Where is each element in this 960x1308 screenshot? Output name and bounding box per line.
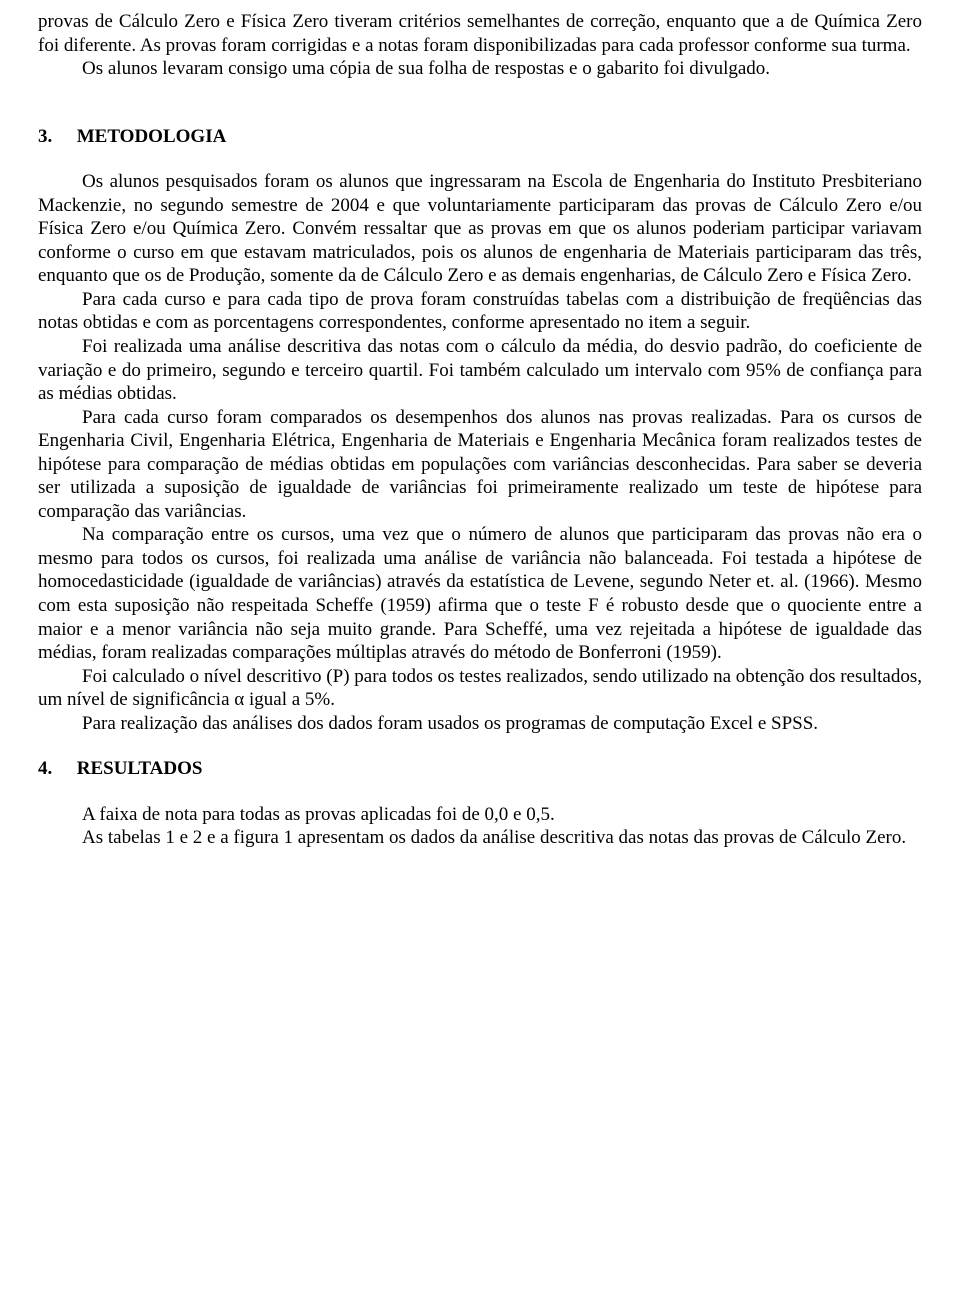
section-heading-4: 4. RESULTADOS xyxy=(38,757,922,781)
section3-paragraph-2: Para cada curso e para cada tipo de prov… xyxy=(38,288,922,335)
spacer xyxy=(38,735,922,757)
section-number: 4. xyxy=(38,757,72,781)
section3-paragraph-1: Os alunos pesquisados foram os alunos qu… xyxy=(38,170,922,288)
section3-paragraph-6: Foi calculado o nível descritivo (P) par… xyxy=(38,665,922,712)
intro-paragraph-1: provas de Cálculo Zero e Física Zero tiv… xyxy=(38,10,922,57)
spacer xyxy=(38,781,922,803)
section3-paragraph-7: Para realização das análises dos dados f… xyxy=(38,712,922,736)
section3-paragraph-3: Foi realizada uma análise descritiva das… xyxy=(38,335,922,406)
section-heading-3: 3. METODOLOGIA xyxy=(38,125,922,149)
spacer xyxy=(38,148,922,170)
section4-paragraph-1: A faixa de nota para todas as provas apl… xyxy=(38,803,922,827)
section-title: RESULTADOS xyxy=(77,758,203,779)
spacer xyxy=(38,81,922,125)
section-number: 3. xyxy=(38,125,72,149)
section-title: METODOLOGIA xyxy=(77,126,227,147)
section3-paragraph-4: Para cada curso foram comparados os dese… xyxy=(38,406,922,524)
intro-paragraph-2: Os alunos levaram consigo uma cópia de s… xyxy=(38,57,922,81)
section3-paragraph-5: Na comparação entre os cursos, uma vez q… xyxy=(38,523,922,664)
section4-paragraph-2: As tabelas 1 e 2 e a figura 1 apresentam… xyxy=(38,826,922,850)
